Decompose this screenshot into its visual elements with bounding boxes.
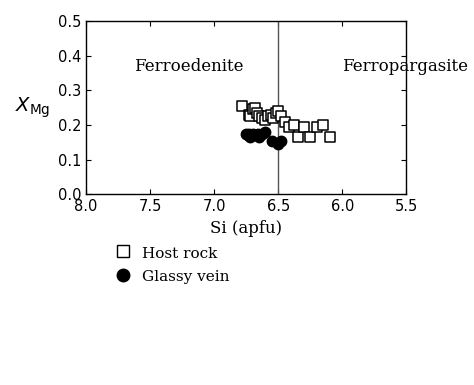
Point bbox=[267, 112, 274, 118]
Point bbox=[269, 115, 277, 121]
Point bbox=[244, 132, 251, 139]
Point bbox=[255, 134, 263, 140]
Point bbox=[274, 108, 282, 114]
Point bbox=[272, 110, 280, 116]
Point bbox=[290, 122, 298, 128]
Point bbox=[274, 141, 282, 147]
X-axis label: Si (apfu): Si (apfu) bbox=[210, 220, 283, 237]
Legend: Host rock, Glassy vein: Host rock, Glassy vein bbox=[109, 240, 234, 289]
Point bbox=[300, 124, 308, 130]
Point bbox=[243, 131, 250, 137]
Point bbox=[258, 131, 265, 137]
Point bbox=[277, 137, 285, 144]
Point bbox=[281, 119, 289, 125]
Point bbox=[319, 122, 327, 128]
Point bbox=[262, 129, 269, 135]
Point bbox=[254, 131, 262, 137]
Point bbox=[249, 131, 256, 137]
Point bbox=[246, 134, 254, 140]
Point bbox=[253, 110, 260, 116]
Text: Ferropargasite: Ferropargasite bbox=[342, 58, 468, 75]
Point bbox=[251, 132, 259, 139]
Point bbox=[268, 137, 276, 144]
Point bbox=[255, 113, 263, 119]
Point bbox=[258, 115, 265, 121]
Point bbox=[277, 113, 285, 119]
Y-axis label: $X_{\mathrm{Mg}}$: $X_{\mathrm{Mg}}$ bbox=[15, 95, 50, 120]
Point bbox=[249, 106, 256, 112]
Point bbox=[238, 103, 246, 109]
Point bbox=[264, 113, 272, 119]
Point bbox=[285, 124, 292, 130]
Point bbox=[246, 113, 254, 119]
Point bbox=[313, 124, 320, 130]
Point bbox=[294, 134, 301, 140]
Point bbox=[251, 105, 259, 111]
Point bbox=[307, 134, 314, 140]
Point bbox=[262, 117, 269, 123]
Point bbox=[245, 131, 253, 137]
Text: Ferroedenite: Ferroedenite bbox=[134, 58, 243, 75]
Point bbox=[326, 134, 333, 140]
Point bbox=[245, 112, 253, 118]
